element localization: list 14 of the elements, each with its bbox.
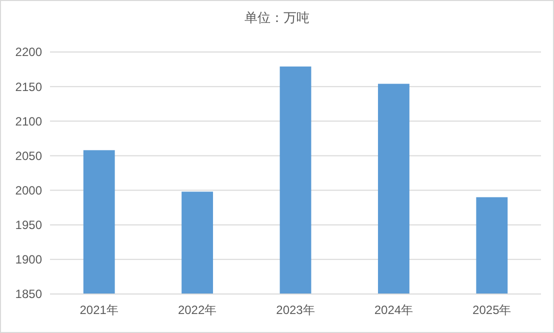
y-tick-label: 1900 — [15, 252, 42, 267]
y-tick-label: 2150 — [15, 80, 42, 94]
x-tick-label: 2022年 — [178, 303, 217, 317]
y-tick-label: 2050 — [15, 148, 42, 163]
x-tick-label: 2021年 — [80, 303, 118, 317]
y-tick-label: 1850 — [15, 287, 42, 302]
y-tick-label: 2000 — [15, 183, 42, 198]
y-tick-label: 1950 — [15, 218, 42, 232]
y-tick-label: 2100 — [15, 114, 42, 128]
x-tick-label: 2023年 — [276, 303, 315, 317]
x-tick-label: 2024年 — [374, 303, 414, 317]
chart-title: 单位：万吨 — [244, 10, 310, 25]
y-tick-label: 2200 — [15, 45, 42, 60]
x-tick-label: 2025年 — [472, 303, 512, 317]
